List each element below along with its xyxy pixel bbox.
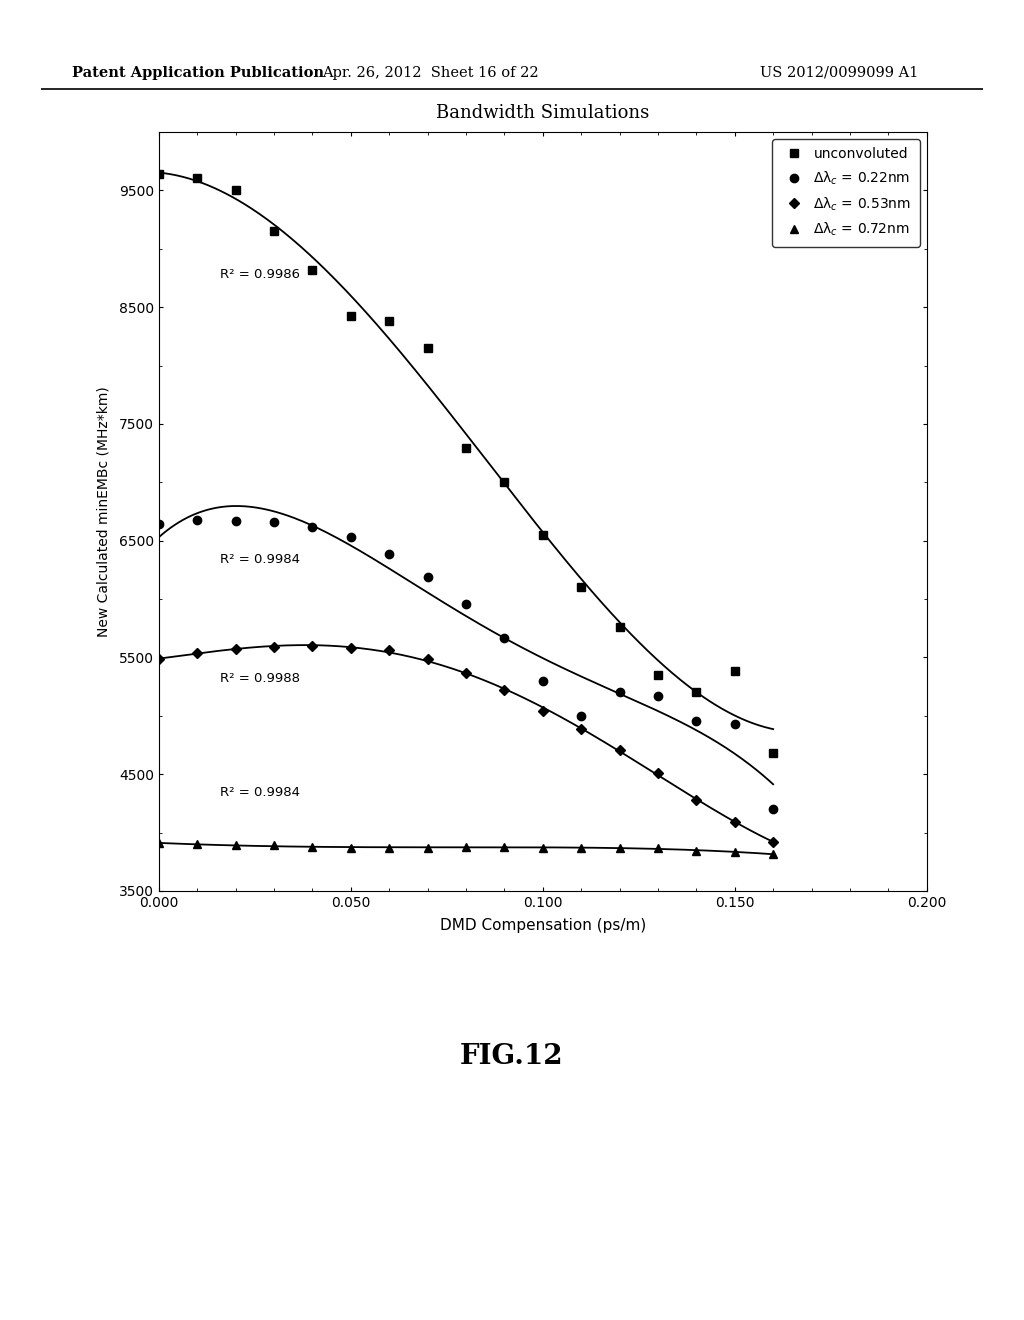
Text: R² = 0.9984: R² = 0.9984 — [220, 553, 300, 566]
Text: Patent Application Publication: Patent Application Publication — [72, 66, 324, 79]
Legend: unconvoluted, Δλ$_c$ = 0.22nm, Δλ$_c$ = 0.53nm, Δλ$_c$ = 0.72nm: unconvoluted, Δλ$_c$ = 0.22nm, Δλ$_c$ = … — [772, 139, 920, 247]
Text: R² = 0.9988: R² = 0.9988 — [220, 672, 300, 685]
Text: US 2012/0099099 A1: US 2012/0099099 A1 — [761, 66, 919, 79]
Y-axis label: New Calculated minEMBc (MHz*km): New Calculated minEMBc (MHz*km) — [96, 387, 111, 636]
Title: Bandwidth Simulations: Bandwidth Simulations — [436, 104, 649, 123]
Text: R² = 0.9986: R² = 0.9986 — [220, 268, 300, 281]
X-axis label: DMD Compensation (ps/m): DMD Compensation (ps/m) — [439, 919, 646, 933]
Text: FIG.12: FIG.12 — [460, 1043, 564, 1069]
Text: R² = 0.9984: R² = 0.9984 — [220, 787, 300, 800]
Text: Apr. 26, 2012  Sheet 16 of 22: Apr. 26, 2012 Sheet 16 of 22 — [322, 66, 539, 79]
